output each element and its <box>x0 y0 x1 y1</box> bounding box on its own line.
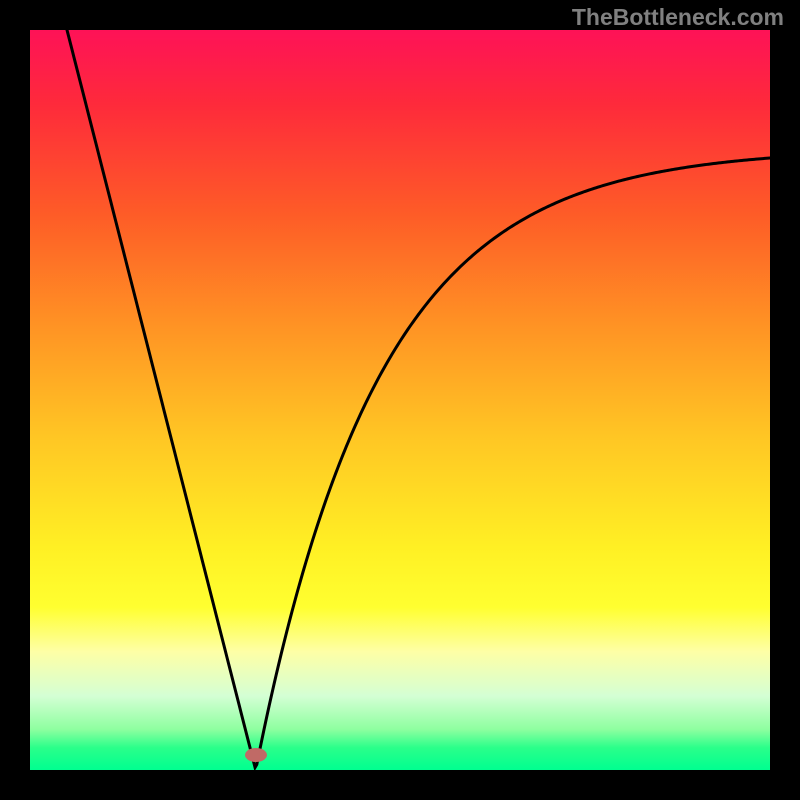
gradient-plot-area <box>30 30 770 770</box>
attribution-text: TheBottleneck.com <box>572 4 784 31</box>
minimum-marker <box>245 748 267 762</box>
chart-container: TheBottleneck.com <box>0 0 800 800</box>
